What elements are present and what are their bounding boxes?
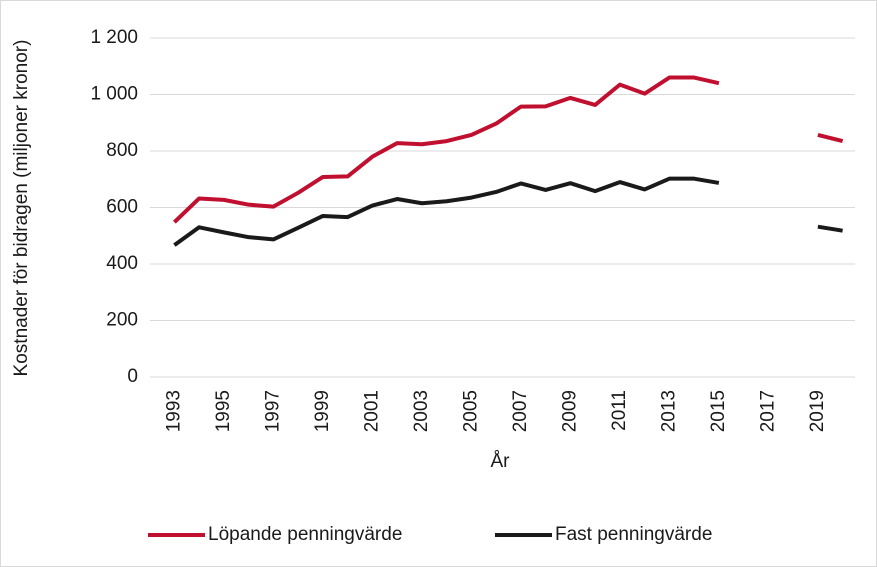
y-tick-label: 1 200 bbox=[90, 27, 138, 48]
x-tick-label: 1993 bbox=[163, 390, 184, 432]
y-tick-label: 200 bbox=[106, 310, 138, 331]
x-tick-label: 2017 bbox=[757, 390, 778, 432]
x-tick-label: 2015 bbox=[708, 390, 729, 432]
x-tick-label: 1999 bbox=[312, 390, 333, 432]
x-tick-label: 2005 bbox=[460, 390, 481, 432]
x-tick-label: 2019 bbox=[807, 390, 828, 432]
line-series bbox=[172, 75, 844, 224]
y-tick-label: 800 bbox=[106, 140, 138, 161]
y-tick-label: 600 bbox=[106, 197, 138, 218]
x-tick-label: 2003 bbox=[411, 390, 432, 432]
x-tick-label: 1997 bbox=[262, 390, 283, 432]
legend-label: Löpande penningvärde bbox=[208, 524, 402, 545]
y-tick-label: 0 bbox=[127, 366, 138, 387]
x-tick-label: 2009 bbox=[559, 390, 580, 432]
x-tick-label: 2007 bbox=[510, 390, 531, 432]
x-tick-label: 1995 bbox=[213, 390, 234, 432]
x-tick-label: 2013 bbox=[658, 390, 679, 432]
x-axis-label: År bbox=[491, 451, 511, 472]
x-tick-label: 2001 bbox=[361, 390, 382, 432]
y-axis-label: Kostnader för bidragen (miljoner kronor) bbox=[11, 40, 32, 377]
y-tick-label: 1 000 bbox=[90, 84, 138, 105]
x-tick-label: 2011 bbox=[609, 390, 630, 431]
line-series bbox=[173, 176, 843, 247]
legend-label: Fast penningvärde bbox=[555, 524, 712, 545]
y-tick-label: 400 bbox=[106, 253, 138, 274]
